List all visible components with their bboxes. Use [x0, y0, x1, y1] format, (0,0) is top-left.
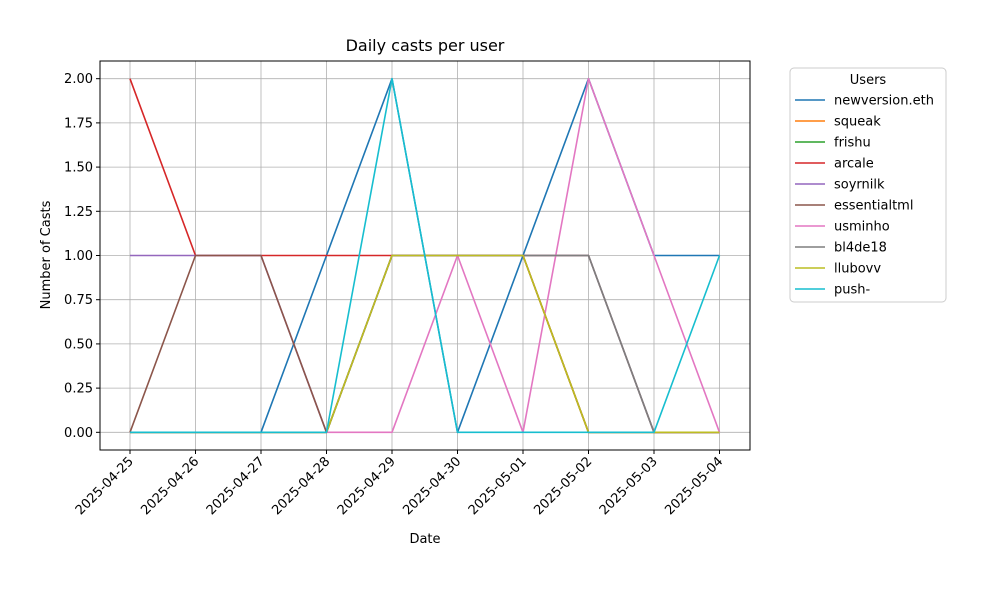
legend-label: newversion.eth	[834, 94, 934, 109]
legend-box	[789, 67, 947, 303]
x-tick-label: 2025-04-26	[138, 454, 202, 518]
y-axis: 0.00 0.25 0.50 0.75 1.00 1.25 1.50 1.75 2.00	[64, 72, 100, 441]
y-tick-label: 2.00	[64, 72, 93, 87]
legend-label: essentialtml	[834, 199, 913, 214]
y-axis-label: Number of Casts	[39, 200, 54, 309]
legend-label: arcale	[834, 157, 874, 172]
x-axis: 2025-04-25 2025-04-26 2025-04-27 2025-04-28…	[73, 450, 726, 518]
y-tick-label: 1.50	[64, 161, 93, 176]
y-tick-label: 0.00	[64, 426, 93, 441]
x-tick-label: 2025-04-25	[73, 454, 137, 518]
legend-label: soyrnilk	[834, 178, 885, 193]
chart-title: Daily casts per user	[346, 36, 505, 55]
y-tick-label: 1.75	[64, 116, 93, 131]
legend-label: push-	[834, 283, 871, 298]
x-tick-label: 2025-04-29	[335, 454, 399, 518]
y-tick-label: 0.75	[64, 293, 93, 308]
x-tick-label: 2025-05-02	[531, 454, 595, 518]
x-tick-label: 2025-04-30	[400, 454, 464, 518]
x-tick-label: 2025-05-03	[597, 454, 661, 518]
y-tick-label: 1.00	[64, 249, 93, 264]
legend-label: usminho	[834, 220, 890, 235]
x-axis-label: Date	[409, 532, 440, 547]
series-lines	[129, 77, 721, 434]
legend-label: llubovv	[834, 262, 881, 277]
legend-label: frishu	[834, 136, 871, 151]
y-tick-label: 0.25	[64, 382, 93, 397]
y-tick-label: 1.25	[64, 205, 93, 220]
legend-label: bl4de18	[834, 241, 887, 256]
x-tick-label: 2025-05-01	[466, 454, 530, 518]
y-tick-label: 0.50	[64, 337, 93, 352]
x-tick-label: 2025-04-27	[204, 454, 268, 518]
legend-title: Users	[850, 73, 887, 88]
series-line-push	[130, 77, 721, 434]
legend-label: squeak	[834, 115, 881, 130]
legend: Users newversion.eth squeak frishu arcale so…	[789, 67, 947, 303]
x-tick-label: 2025-05-04	[662, 454, 726, 518]
x-tick-label: 2025-04-28	[269, 454, 333, 518]
